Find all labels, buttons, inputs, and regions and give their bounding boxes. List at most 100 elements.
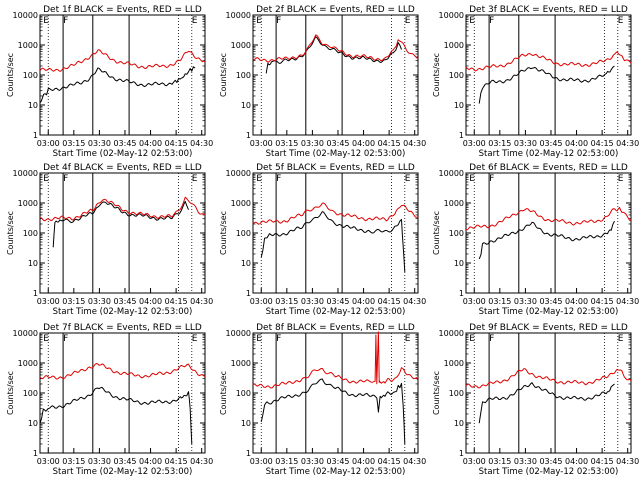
flag-label: E — [43, 174, 49, 184]
y-axis-label: Counts/sec — [432, 53, 441, 97]
y-tick-label: 100 — [449, 389, 464, 398]
x-tick-label: 04:00 — [565, 457, 588, 466]
flag-label: E — [469, 334, 475, 344]
x-tick-label: 03:15 — [275, 139, 298, 148]
flag-label: E — [43, 334, 49, 344]
plot-frame — [252, 14, 419, 136]
y-tick-label: 10 — [241, 101, 251, 110]
y-tick-label: 1000 — [18, 41, 38, 50]
series-line-events — [260, 211, 406, 273]
x-tick-label: 03:45 — [113, 457, 136, 466]
y-tick-label: 10000 — [226, 169, 251, 178]
flag-label: F — [489, 16, 494, 26]
x-tick-label: 03:00 — [250, 139, 273, 148]
plot-frame — [39, 14, 206, 136]
y-tick-label: 100 — [449, 71, 464, 80]
y-tick-label: 10 — [454, 101, 464, 110]
plot-frame — [39, 332, 206, 454]
flag-label: E — [405, 174, 411, 184]
x-tick-label: 03:15 — [488, 297, 511, 306]
x-tick-label: 04:15 — [165, 297, 188, 306]
series-line-events — [478, 382, 615, 424]
x-tick-label: 03:00 — [463, 139, 486, 148]
x-tick-label: 03:30 — [88, 139, 111, 148]
y-tick-label: 1000 — [231, 359, 251, 368]
x-tick-label: 03:15 — [62, 457, 85, 466]
x-tick-label: 03:30 — [301, 457, 324, 466]
x-axis-label: Start Time (02-May-12 02:53:00) — [266, 149, 406, 159]
panel-title: Det 3f BLACK = Events, RED = LLD — [469, 5, 628, 15]
y-tick-label: 1000 — [444, 41, 464, 50]
x-tick-label: 03:45 — [113, 139, 136, 148]
x-tick-label: 04:00 — [352, 297, 375, 306]
x-tick-label: 03:30 — [88, 457, 111, 466]
y-axis-label: Counts/sec — [6, 211, 15, 255]
flag-label: F — [63, 334, 68, 344]
y-tick-label: 1 — [246, 131, 251, 140]
y-tick-label: 100 — [236, 71, 251, 80]
flag-label: E — [256, 16, 262, 26]
x-tick-label: 04:15 — [378, 139, 401, 148]
y-tick-label: 100 — [23, 71, 38, 80]
y-tick-label: 1 — [33, 449, 38, 458]
series-line-events — [39, 66, 196, 103]
panel-title: Det 2f BLACK = Events, RED = LLD — [256, 5, 415, 15]
flag-label: F — [489, 174, 494, 184]
x-tick-label: 04:30 — [616, 297, 639, 306]
series-line-lld — [252, 202, 419, 225]
x-tick-label: 03:30 — [514, 139, 537, 148]
flag-label: E — [405, 16, 411, 26]
x-tick-label: 03:30 — [514, 457, 537, 466]
x-tick-label: 03:45 — [539, 139, 562, 148]
x-tick-label: 03:45 — [539, 457, 562, 466]
x-tick-label: 04:30 — [616, 457, 639, 466]
y-axis-label: Counts/sec — [432, 371, 441, 415]
series-line-lld — [39, 363, 206, 380]
y-tick-label: 10000 — [439, 169, 464, 178]
panel-title: Det 8f BLACK = Events, RED = LLD — [256, 323, 415, 333]
x-tick-label: 03:00 — [463, 297, 486, 306]
y-tick-label: 10 — [241, 419, 251, 428]
plot-frame — [39, 172, 206, 294]
panel-title: Det 5f BLACK = Events, RED = LLD — [256, 163, 415, 173]
y-tick-label: 10000 — [13, 329, 38, 338]
y-tick-label: 10000 — [439, 329, 464, 338]
x-tick-label: 03:15 — [275, 297, 298, 306]
flag-label: E — [43, 16, 49, 26]
x-tick-label: 04:00 — [352, 457, 375, 466]
flag-label: F — [63, 16, 68, 26]
x-tick-label: 03:00 — [37, 139, 60, 148]
x-tick-label: 04:15 — [591, 457, 614, 466]
y-axis-label: Counts/sec — [219, 53, 228, 97]
flag-label: E — [469, 16, 475, 26]
x-tick-label: 04:00 — [139, 139, 162, 148]
y-tick-label: 1 — [459, 289, 464, 298]
y-tick-label: 1000 — [18, 359, 38, 368]
y-axis-label: Counts/sec — [6, 53, 15, 97]
x-tick-label: 03:15 — [62, 297, 85, 306]
y-tick-label: 1 — [246, 289, 251, 298]
x-axis-label: Start Time (02-May-12 02:53:00) — [53, 307, 193, 317]
flag-label: F — [276, 334, 281, 344]
y-tick-label: 10 — [28, 259, 38, 268]
x-tick-label: 04:15 — [591, 297, 614, 306]
x-tick-label: 04:30 — [190, 139, 213, 148]
x-tick-label: 03:45 — [113, 297, 136, 306]
series-line-events — [260, 378, 406, 445]
y-axis-label: Counts/sec — [219, 371, 228, 415]
x-tick-label: 04:30 — [190, 297, 213, 306]
x-axis-label: Start Time (02-May-12 02:53:00) — [53, 149, 193, 159]
x-tick-label: 03:00 — [250, 457, 273, 466]
x-tick-label: 04:00 — [139, 297, 162, 306]
y-tick-label: 10 — [28, 101, 38, 110]
y-tick-label: 1 — [33, 289, 38, 298]
y-tick-label: 10000 — [13, 169, 38, 178]
